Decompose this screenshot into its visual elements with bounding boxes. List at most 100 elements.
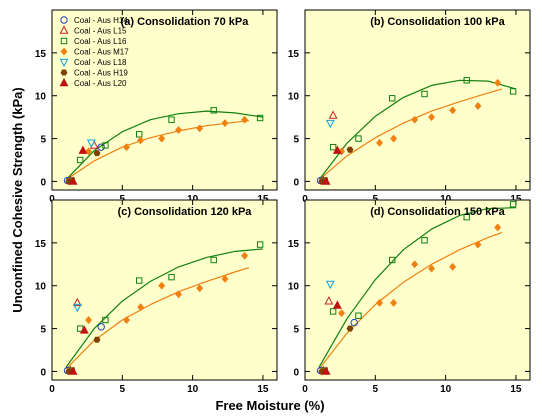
data-point bbox=[123, 315, 131, 325]
panel-title: (a) Consolidation 70 kPa bbox=[121, 16, 250, 28]
data-point bbox=[68, 366, 78, 375]
legend-item: Coal - Aus L18 bbox=[59, 58, 127, 68]
legend-marker bbox=[60, 47, 68, 56]
series-group bbox=[321, 145, 342, 185]
y-tick-label: 15 bbox=[288, 49, 300, 60]
data-point bbox=[449, 262, 457, 271]
legend-label: Coal - Aus H14 bbox=[74, 16, 128, 25]
series-group bbox=[325, 119, 335, 129]
data-point bbox=[93, 336, 101, 343]
data-point bbox=[355, 135, 362, 142]
fit-line bbox=[318, 88, 503, 181]
data-point bbox=[137, 136, 145, 145]
data-point bbox=[421, 90, 428, 98]
data-point bbox=[509, 201, 517, 208]
legend-label: Coal - Aus H19 bbox=[74, 69, 128, 78]
series-group bbox=[86, 139, 96, 148]
data-point bbox=[411, 260, 419, 269]
data-point bbox=[390, 134, 398, 143]
data-point bbox=[355, 312, 362, 319]
legend-item: Coal - Aus L15 bbox=[59, 25, 127, 36]
data-point bbox=[158, 281, 166, 290]
data-point bbox=[474, 240, 482, 249]
data-point bbox=[463, 213, 470, 221]
y-tick-label: 5 bbox=[40, 135, 46, 146]
legend-label: Coal - Aus L16 bbox=[74, 37, 127, 46]
data-point bbox=[321, 176, 331, 185]
data-point bbox=[509, 88, 517, 95]
data-point bbox=[256, 241, 264, 248]
y-tick-label: 0 bbox=[40, 177, 46, 188]
data-point bbox=[76, 156, 84, 164]
data-point bbox=[85, 315, 93, 325]
plot-area bbox=[51, 9, 278, 191]
legend-label: Coal - Aus M17 bbox=[74, 48, 129, 57]
data-point bbox=[329, 143, 337, 151]
legend-item: Coal - Aus H14 bbox=[60, 16, 128, 25]
x-tick-label: 0 bbox=[49, 384, 55, 395]
data-point bbox=[137, 303, 145, 312]
x-tick-label: 15 bbox=[257, 384, 269, 395]
series-group bbox=[68, 325, 89, 375]
data-point bbox=[390, 298, 398, 307]
data-point bbox=[135, 277, 143, 284]
panel-title: (c) Consolidation 120 kPa bbox=[118, 206, 253, 218]
x-tick-label: 5 bbox=[120, 384, 126, 395]
y-tick-label: 10 bbox=[35, 92, 47, 103]
y-tick-label: 10 bbox=[288, 282, 300, 293]
data-point bbox=[135, 131, 143, 138]
data-point bbox=[196, 124, 204, 133]
data-point bbox=[102, 142, 109, 149]
legend-marker bbox=[59, 25, 69, 34]
data-point bbox=[421, 237, 428, 244]
y-tick-label: 5 bbox=[40, 325, 46, 336]
panels: 0 5 10 15 0 5 10 15 (a) Consolidation 70 kPa 0 5 10… bbox=[35, 9, 531, 395]
data-point bbox=[221, 119, 229, 128]
fit-line bbox=[318, 79, 517, 181]
data-point bbox=[175, 290, 183, 299]
y-tick-label: 15 bbox=[35, 239, 47, 250]
chart-panel-4: 0 5 10 15 0 5 10 15 (d) Consolidation 150 kPa bbox=[288, 199, 531, 395]
data-point bbox=[123, 143, 131, 152]
data-point bbox=[376, 298, 384, 307]
data-point bbox=[97, 143, 105, 151]
data-point bbox=[328, 110, 338, 119]
legend-marker bbox=[60, 69, 68, 76]
data-point bbox=[325, 280, 335, 290]
legend-item: Coal - Aus L20 bbox=[59, 77, 127, 88]
y-tick-label: 15 bbox=[35, 49, 47, 60]
series-group bbox=[65, 150, 101, 185]
data-point bbox=[350, 318, 358, 327]
legend-marker bbox=[59, 77, 69, 87]
data-point bbox=[175, 125, 183, 135]
series-group bbox=[325, 280, 335, 290]
data-point bbox=[256, 114, 264, 122]
data-point bbox=[346, 325, 354, 332]
x-tick-label: 10 bbox=[187, 384, 199, 395]
data-point bbox=[93, 150, 101, 157]
fit-line bbox=[65, 110, 263, 181]
data-point bbox=[72, 297, 82, 307]
data-point bbox=[474, 101, 482, 111]
y-tick-label: 10 bbox=[35, 282, 47, 293]
legend-label: Coal - Aus L15 bbox=[74, 27, 127, 36]
data-point bbox=[449, 106, 457, 115]
data-point bbox=[411, 115, 419, 124]
fit-line bbox=[318, 207, 516, 368]
x-axis-label: Free Moisture (%) bbox=[215, 398, 324, 413]
y-tick-label: 5 bbox=[293, 135, 299, 146]
legend-marker bbox=[59, 58, 69, 68]
legend-item: Coal - Aus M17 bbox=[60, 47, 129, 57]
plot-area bbox=[304, 199, 531, 381]
data-point bbox=[428, 113, 436, 122]
y-axis-label: Unconfined Cohesive Strength (kPa) bbox=[10, 87, 25, 312]
data-point bbox=[388, 256, 396, 264]
y-tick-label: 0 bbox=[293, 367, 299, 378]
x-tick-label: 15 bbox=[510, 384, 522, 395]
legend-marker bbox=[60, 37, 68, 45]
data-point bbox=[72, 303, 82, 313]
series-group bbox=[321, 300, 342, 375]
